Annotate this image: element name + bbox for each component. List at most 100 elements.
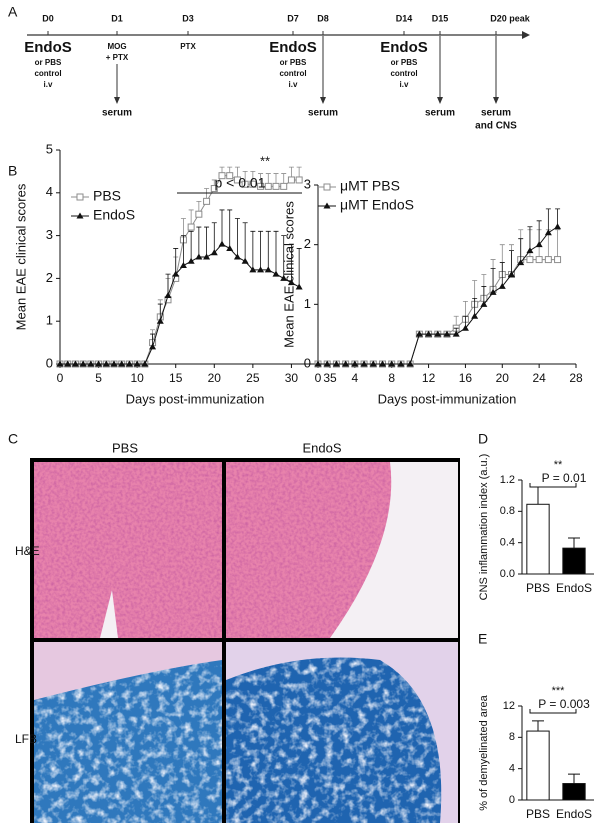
x-tick-label: EndoS: [556, 807, 592, 821]
timeline-day: D3: [182, 13, 194, 23]
data-point: [133, 360, 141, 367]
data-point: [264, 266, 272, 273]
y-tick-label: 0: [304, 355, 311, 370]
x-tick-label: EndoS: [556, 581, 592, 595]
x-tick-label: 12: [422, 371, 436, 385]
bar: [526, 730, 550, 801]
y-tick-label: 3: [304, 176, 311, 191]
data-point: [480, 300, 488, 307]
error-bar: [196, 226, 202, 257]
y-tick-label: 0.0: [500, 568, 515, 580]
data-point: [210, 249, 218, 256]
he-pbs-texture: [34, 462, 222, 638]
y-tick-label: 8: [509, 731, 515, 743]
data-point: [233, 176, 241, 184]
timeline-day: D15: [432, 13, 449, 23]
error-bar: [180, 235, 186, 266]
data-point: [323, 360, 331, 367]
data-point: [241, 180, 249, 188]
data-point: [249, 266, 257, 273]
data-point: [226, 244, 234, 251]
y-tick-label: 4: [46, 184, 53, 199]
significance-bracket: [529, 709, 577, 714]
error-bar: [288, 243, 294, 283]
y-axis-label: Mean EAE clinical scores: [281, 201, 296, 348]
treatment-text: EndoS: [269, 39, 317, 56]
error-bar: [188, 230, 194, 262]
data-point: [535, 256, 543, 264]
x-tick-label: 16: [459, 371, 473, 385]
data-point: [125, 360, 133, 367]
data-point: [95, 360, 103, 367]
error-bar: [555, 229, 561, 260]
sample-arrowhead: [437, 97, 443, 104]
error-bar: [211, 222, 217, 253]
data-point: [195, 253, 203, 260]
significance-stars: ***: [552, 685, 566, 697]
timeline-day: D1: [111, 13, 123, 23]
data-point: [257, 266, 265, 273]
data-point: [471, 312, 479, 319]
y-tick-label: 3: [46, 227, 53, 242]
data-point: [498, 282, 506, 289]
data-point: [461, 324, 469, 331]
data-point: [342, 360, 350, 367]
sample-text: serum: [308, 108, 338, 119]
lfb-pbs-edge: [34, 642, 222, 700]
error-bar: [165, 273, 171, 296]
error-bar: [227, 209, 233, 249]
error-bar: [527, 226, 533, 251]
data-point: [71, 360, 79, 367]
p-value: P = 0.003: [538, 697, 590, 711]
data-point: [272, 270, 280, 277]
histology-images: [30, 458, 460, 823]
data-point: [195, 210, 203, 218]
data-point: [156, 317, 164, 324]
data-point: [141, 360, 149, 367]
error-bar: [281, 235, 287, 279]
treatment-text: control: [279, 69, 306, 78]
x-tick-label: PBS: [526, 807, 550, 821]
error-bar: [219, 209, 225, 245]
data-point: [526, 256, 534, 264]
x-tick-label: 8: [388, 371, 395, 385]
treatment-text: or PBS: [391, 58, 418, 67]
panel-label: E: [478, 631, 487, 647]
significance-stars: **: [260, 153, 270, 168]
treatment-text: EndoS: [380, 39, 428, 56]
error-bar: [204, 226, 210, 257]
sample-arrowhead: [320, 97, 326, 104]
data-point: [526, 247, 534, 254]
data-point: [187, 223, 195, 231]
error-bar: [568, 537, 580, 549]
sample-arrowhead: [493, 97, 499, 104]
data-point: [452, 330, 460, 337]
data-point: [264, 182, 272, 190]
x-tick-label: 10: [130, 371, 144, 385]
data-point: [272, 182, 280, 190]
data-point: [218, 240, 226, 247]
column-header: EndoS: [302, 440, 341, 455]
data-point: [295, 283, 303, 290]
panel-label: B: [8, 163, 17, 179]
x-tick-label: 20: [208, 371, 222, 385]
y-axis-label: % of demyelinated area: [478, 694, 490, 810]
data-point: [203, 253, 211, 260]
sample-text: serum: [481, 108, 511, 119]
data-point: [287, 176, 295, 184]
sample-text: serum: [102, 108, 132, 119]
data-point: [332, 360, 340, 367]
sample-text: and CNS: [475, 121, 517, 132]
data-point: [280, 274, 288, 281]
timeline-day: D14: [396, 13, 413, 23]
data-point: [149, 343, 157, 350]
legend-label: μMT PBS: [340, 178, 400, 194]
data-point: [102, 360, 110, 367]
x-axis-label: Days post-immunization: [126, 391, 265, 406]
x-tick-label: 15: [169, 371, 183, 385]
data-point: [164, 292, 172, 299]
series-line: [318, 226, 558, 365]
treatment-text: or PBS: [35, 58, 62, 67]
y-tick-label: 2: [46, 270, 53, 285]
